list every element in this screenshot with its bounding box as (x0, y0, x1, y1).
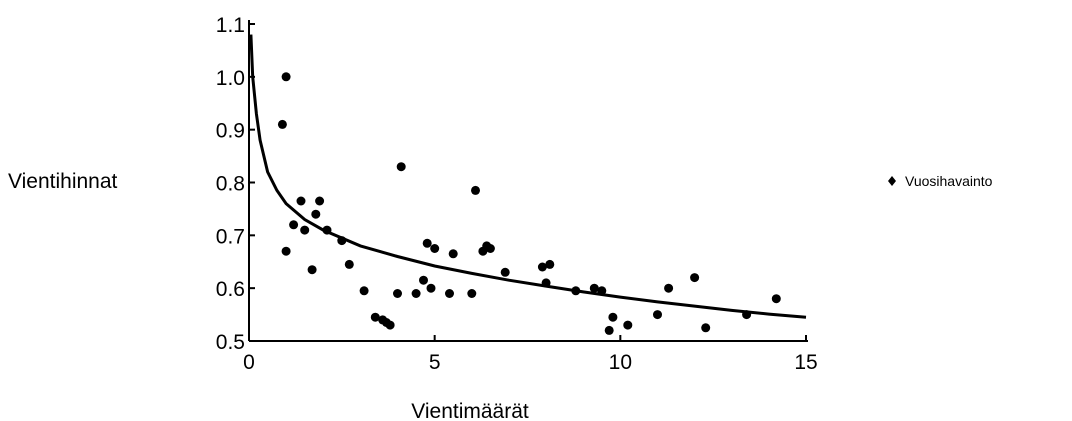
y-ticks: 0.5 0.6 0.7 0.8 0.9 1.0 1.1 (216, 14, 255, 354)
x-ticks: 0 5 10 15 (243, 335, 818, 374)
data-point (307, 265, 317, 275)
data-point (467, 289, 477, 298)
data-point (419, 275, 428, 285)
data-point (623, 320, 633, 330)
data-point (281, 246, 291, 256)
x-tick-label: 0 (243, 351, 255, 374)
y-tick-label: 0.8 (216, 173, 245, 196)
y-axis-title: Vientihinnat (8, 170, 118, 193)
data-point (311, 209, 321, 219)
data-point (277, 119, 287, 129)
x-tick-label: 5 (429, 351, 441, 374)
data-point (426, 283, 436, 293)
data-point (653, 310, 662, 320)
legend-label: Vuosihavainto (905, 173, 993, 189)
data-point (393, 289, 402, 298)
data-point (500, 267, 510, 277)
data-point (359, 286, 369, 296)
data-point (370, 312, 380, 322)
data-point (545, 259, 555, 269)
data-point (742, 310, 752, 320)
data-points (277, 72, 781, 335)
data-point (701, 323, 711, 333)
data-point (448, 249, 458, 259)
x-tick-label: 15 (794, 351, 817, 374)
y-tick-label: 0.5 (216, 331, 245, 354)
x-tick-label: 10 (609, 351, 632, 374)
data-point (608, 312, 618, 322)
data-point (771, 294, 781, 304)
y-tick-label: 0.9 (216, 120, 245, 143)
data-point (430, 244, 440, 253)
data-point (344, 259, 354, 269)
data-point (445, 289, 454, 298)
data-point (485, 244, 495, 253)
data-point (281, 72, 291, 82)
y-tick-label: 0.7 (216, 225, 245, 248)
data-point (300, 225, 310, 235)
data-point (597, 286, 607, 296)
data-point (289, 220, 299, 230)
data-point (322, 225, 332, 235)
data-point (541, 278, 551, 288)
data-point (537, 262, 547, 272)
data-point (664, 283, 674, 293)
x-axis-title: Vientimäärät (411, 400, 529, 421)
data-point (315, 196, 325, 206)
trend-line (249, 34, 807, 319)
data-point (385, 320, 395, 330)
data-point (337, 236, 347, 246)
data-point (296, 196, 306, 206)
y-tick-label: 0.6 (216, 278, 245, 301)
legend-diamond-marker (888, 176, 896, 186)
y-tick-label: 1.1 (216, 14, 245, 37)
data-point (604, 325, 614, 335)
y-axis: 0.5 0.6 0.7 0.8 0.9 1.0 1.1 (216, 14, 255, 354)
data-point (396, 162, 406, 172)
data-point (690, 273, 700, 283)
data-point (422, 238, 432, 248)
y-tick-label: 1.0 (216, 67, 245, 90)
data-point (471, 185, 480, 195)
x-axis: 0 5 10 15 (243, 335, 818, 374)
data-point (571, 286, 581, 296)
data-point (411, 289, 421, 298)
data-point (589, 283, 599, 293)
legend: Vuosihavainto (888, 173, 993, 189)
